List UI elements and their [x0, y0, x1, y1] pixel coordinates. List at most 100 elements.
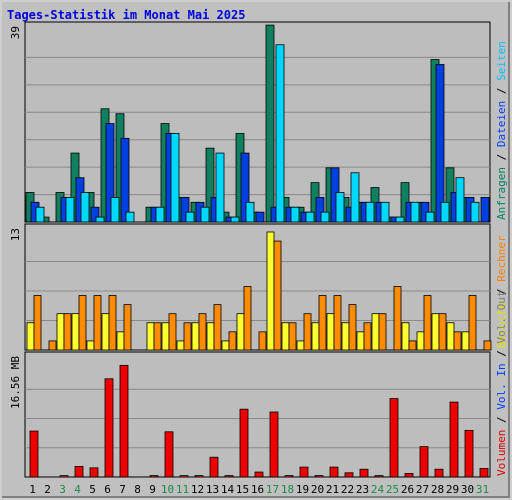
bar-volumen-day-27 [419, 446, 429, 478]
bar-volumen-day-6 [104, 378, 114, 478]
legend-separator: / [495, 282, 508, 302]
bar-volumen-day-9 [149, 475, 159, 478]
bar-besuche-day-23 [356, 331, 365, 351]
bar-dateien-day-7 [120, 137, 130, 223]
bar-seiten-day-5 [95, 216, 105, 223]
x-tick-label-day-1: 1 [29, 483, 36, 496]
x-tick-label-day-3: 3 [59, 483, 66, 496]
legend-separator: / [495, 410, 508, 430]
bar-volumen-day-26 [404, 473, 414, 478]
x-tick-label-day-21: 21 [326, 483, 339, 496]
x-tick-label-day-2: 2 [44, 483, 51, 496]
bar-rechner-day-22 [348, 304, 357, 351]
bar-volumen-day-25 [389, 398, 399, 478]
bar-rechner-day-12 [198, 313, 207, 351]
bar-seiten-day-14 [230, 216, 240, 223]
x-tick-label-day-12: 12 [191, 483, 204, 496]
bar-besuche-day-7 [116, 331, 125, 351]
bar-seiten-day-20 [320, 211, 330, 223]
bar-seiten-day-18 [290, 206, 300, 223]
bar-seiten-day-30 [470, 201, 480, 223]
bar-rechner-day-18 [288, 322, 297, 351]
bar-seiten-day-22 [350, 172, 360, 223]
bar-besuche-day-22 [341, 322, 350, 351]
bar-volumen-day-22 [344, 472, 354, 478]
bar-seiten-day-3 [65, 196, 75, 223]
bar-besuche-day-3 [56, 313, 65, 351]
bar-besuche-day-28 [431, 313, 440, 351]
bar-volumen-day-24 [374, 475, 384, 478]
bar-volumen-day-16 [254, 471, 264, 478]
bar-seiten-day-21 [335, 192, 345, 223]
bar-seiten-day-27 [425, 211, 435, 223]
x-tick-label-day-20: 20 [311, 483, 324, 496]
bar-besuche-day-27 [416, 331, 425, 351]
bar-rechner-day-21 [333, 295, 342, 351]
x-tick-label-day-4: 4 [74, 483, 81, 496]
bar-besuche-day-17 [266, 231, 275, 351]
bar-rechner-day-26 [408, 340, 417, 351]
bar-dateien-day-16 [255, 211, 265, 223]
bar-volumen-day-7 [119, 364, 129, 478]
bar-rechner-day-11 [183, 322, 192, 351]
bar-rechner-day-23 [363, 322, 372, 351]
legend-bottom: Volumen / Vol. In / Vol. Out [495, 291, 508, 476]
x-tick-label-day-17: 17 [266, 483, 279, 496]
bar-rechner-day-31 [483, 340, 492, 351]
bar-volumen-day-4 [74, 466, 84, 478]
x-tick-label-day-10: 10 [161, 483, 174, 496]
bar-rechner-day-6 [108, 295, 117, 351]
bar-volumen-day-14 [224, 475, 234, 478]
bar-volumen-day-1 [29, 430, 39, 478]
bar-besuche-day-5 [86, 340, 95, 351]
bar-volumen-day-30 [464, 429, 474, 478]
bar-rechner-day-24 [378, 313, 387, 351]
bar-volumen-day-23 [359, 468, 369, 478]
x-tick-label-day-9: 9 [149, 483, 156, 496]
x-tick-label-day-26: 26 [401, 483, 414, 496]
bar-volumen-day-5 [89, 467, 99, 478]
bar-besuche-day-26 [401, 322, 410, 351]
bar-rechner-day-28 [438, 313, 447, 351]
bar-seiten-day-4 [80, 192, 90, 223]
bar-rechner-day-30 [468, 295, 477, 351]
bar-seiten-day-12 [200, 206, 210, 223]
bar-rechner-day-19 [303, 313, 312, 351]
bar-volumen-day-13 [209, 456, 219, 478]
bar-seiten-day-26 [410, 201, 420, 223]
x-tick-label-day-31: 31 [476, 483, 489, 496]
legend-entry-volumen: Volumen [495, 430, 508, 476]
bar-rechner-day-4 [78, 295, 87, 351]
bar-seiten-day-9 [155, 206, 165, 223]
bar-seiten-day-19 [305, 211, 315, 223]
bar-seiten-day-7 [125, 211, 135, 223]
bar-rechner-day-10 [168, 313, 177, 351]
bar-besuche-day-12 [191, 322, 200, 351]
bar-rechner-day-25 [393, 286, 402, 351]
legend-middle: Besuche / Rechner [495, 235, 508, 348]
legend-entry-vol-in: Vol. In [495, 363, 508, 409]
bar-seiten-day-29 [455, 177, 465, 223]
bar-rechner-day-14 [228, 331, 237, 351]
bar-besuche-day-10 [161, 322, 170, 351]
bar-besuche-day-15 [236, 313, 245, 351]
x-tick-label-day-24: 24 [371, 483, 385, 496]
bar-anfragen-day-13 [205, 147, 215, 223]
panel-top-frame [24, 21, 491, 223]
bar-besuche-day-21 [326, 313, 335, 351]
bar-rechner-day-15 [243, 286, 252, 351]
bar-rechner-day-17 [273, 240, 282, 351]
bar-seiten-day-10 [170, 132, 180, 223]
x-tick-label-day-18: 18 [281, 483, 294, 496]
x-tick-label-day-19: 19 [296, 483, 309, 496]
bar-dateien-day-6 [105, 123, 115, 223]
x-tick-label-day-11: 11 [176, 483, 189, 496]
x-tick-label-day-30: 30 [461, 483, 474, 496]
bar-rechner-day-7 [123, 304, 132, 351]
bar-volumen-day-18 [284, 475, 294, 478]
legend-top: Anfragen / Dateien / Seiten [495, 41, 508, 220]
bar-volumen-day-12 [194, 475, 204, 478]
bar-volumen-day-19 [299, 466, 309, 478]
bar-besuche-day-4 [71, 313, 80, 351]
